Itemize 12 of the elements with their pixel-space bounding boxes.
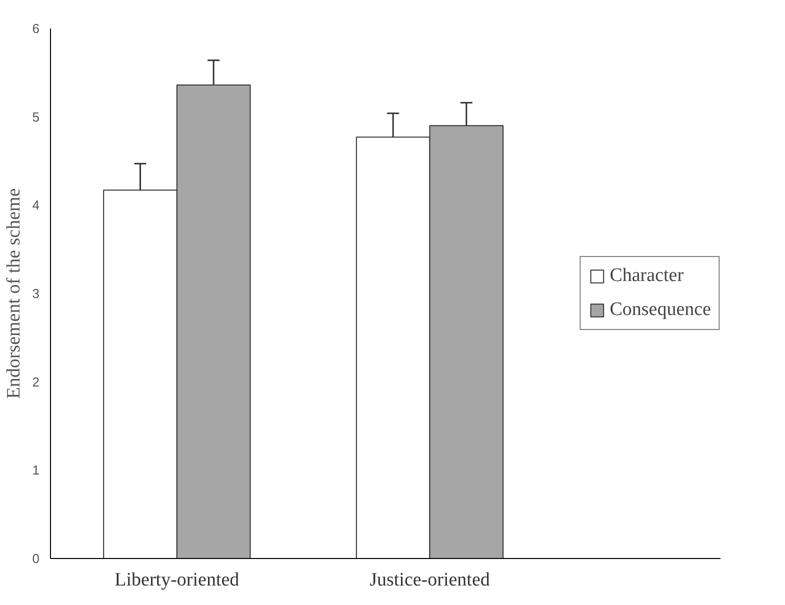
y-tick-label: 5: [32, 109, 40, 124]
y-tick-label: 2: [32, 374, 40, 390]
y-tick-label: 3: [32, 286, 40, 301]
y-axis-title: Endorsement of the scheme: [3, 188, 24, 399]
y-tick-label: 1: [32, 462, 40, 478]
legend-label: Consequence: [610, 299, 711, 321]
legend-label: Character: [610, 265, 684, 287]
y-tick-label: 0: [32, 551, 40, 566]
x-tick-label: Justice-oriented: [370, 570, 490, 590]
y-tick-label: 6: [32, 21, 40, 36]
x-tick-label: Liberty-oriented: [114, 570, 240, 590]
y-tick-label: 4: [32, 198, 40, 213]
